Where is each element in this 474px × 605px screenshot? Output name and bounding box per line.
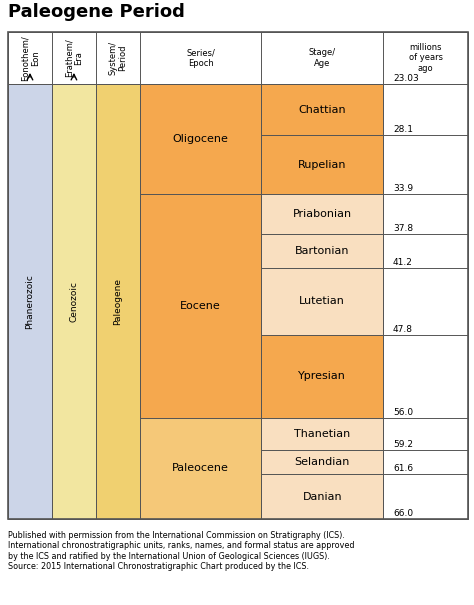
Bar [383, 84, 468, 519]
Bar [262, 268, 383, 335]
Text: 56.0: 56.0 [393, 408, 413, 417]
Text: Chattian: Chattian [299, 105, 346, 115]
Bar [262, 450, 383, 474]
Text: 37.8: 37.8 [393, 223, 413, 232]
Bar [52, 84, 96, 519]
Text: Paleocene: Paleocene [172, 463, 229, 473]
Bar [8, 84, 52, 519]
Text: 66.0: 66.0 [393, 509, 413, 518]
Text: 33.9: 33.9 [393, 184, 413, 193]
Text: millions
of years
ago: millions of years ago [409, 43, 443, 73]
Bar [262, 84, 383, 136]
Bar [262, 335, 383, 418]
Text: Stage/
Age: Stage/ Age [309, 48, 336, 68]
Text: System/
Period: System/ Period [108, 41, 128, 75]
Text: Series/
Epoch: Series/ Epoch [186, 48, 215, 68]
Bar [140, 418, 262, 519]
Bar [140, 194, 262, 418]
Text: Oligocene: Oligocene [173, 134, 228, 144]
Bar [96, 84, 140, 519]
Bar [140, 84, 262, 194]
Text: Eonothem/
Eon: Eonothem/ Eon [20, 35, 40, 81]
Text: Rupelian: Rupelian [298, 160, 346, 169]
Text: Cenozoic: Cenozoic [69, 281, 78, 322]
Text: Published with permission from the International Commission on Stratigraphy (ICS: Published with permission from the Inter… [8, 531, 355, 571]
Text: 23.03: 23.03 [393, 74, 419, 83]
Text: 28.1: 28.1 [393, 125, 413, 134]
Text: Erathem/
Era: Erathem/ Era [64, 39, 83, 77]
Text: 47.8: 47.8 [393, 325, 413, 334]
Text: Selandian: Selandian [294, 457, 350, 467]
Text: Priabonian: Priabonian [292, 209, 352, 219]
Bar [262, 234, 383, 268]
Text: Paleogene Period: Paleogene Period [8, 3, 185, 21]
Bar [262, 418, 383, 450]
Text: Ypresian: Ypresian [298, 371, 346, 381]
Text: 61.6: 61.6 [393, 465, 413, 474]
Text: Paleogene: Paleogene [113, 278, 122, 325]
Bar [262, 474, 383, 519]
Bar [262, 194, 383, 234]
Bar [262, 136, 383, 194]
Text: Bartonian: Bartonian [295, 246, 349, 256]
Text: 59.2: 59.2 [393, 440, 413, 449]
Text: 41.2: 41.2 [393, 258, 413, 267]
Text: Danian: Danian [302, 492, 342, 502]
Text: Eocene: Eocene [180, 301, 221, 311]
Text: Lutetian: Lutetian [299, 296, 345, 306]
Bar [8, 32, 468, 84]
Text: Phanerozoic: Phanerozoic [26, 274, 35, 329]
Text: Thanetian: Thanetian [294, 429, 350, 439]
